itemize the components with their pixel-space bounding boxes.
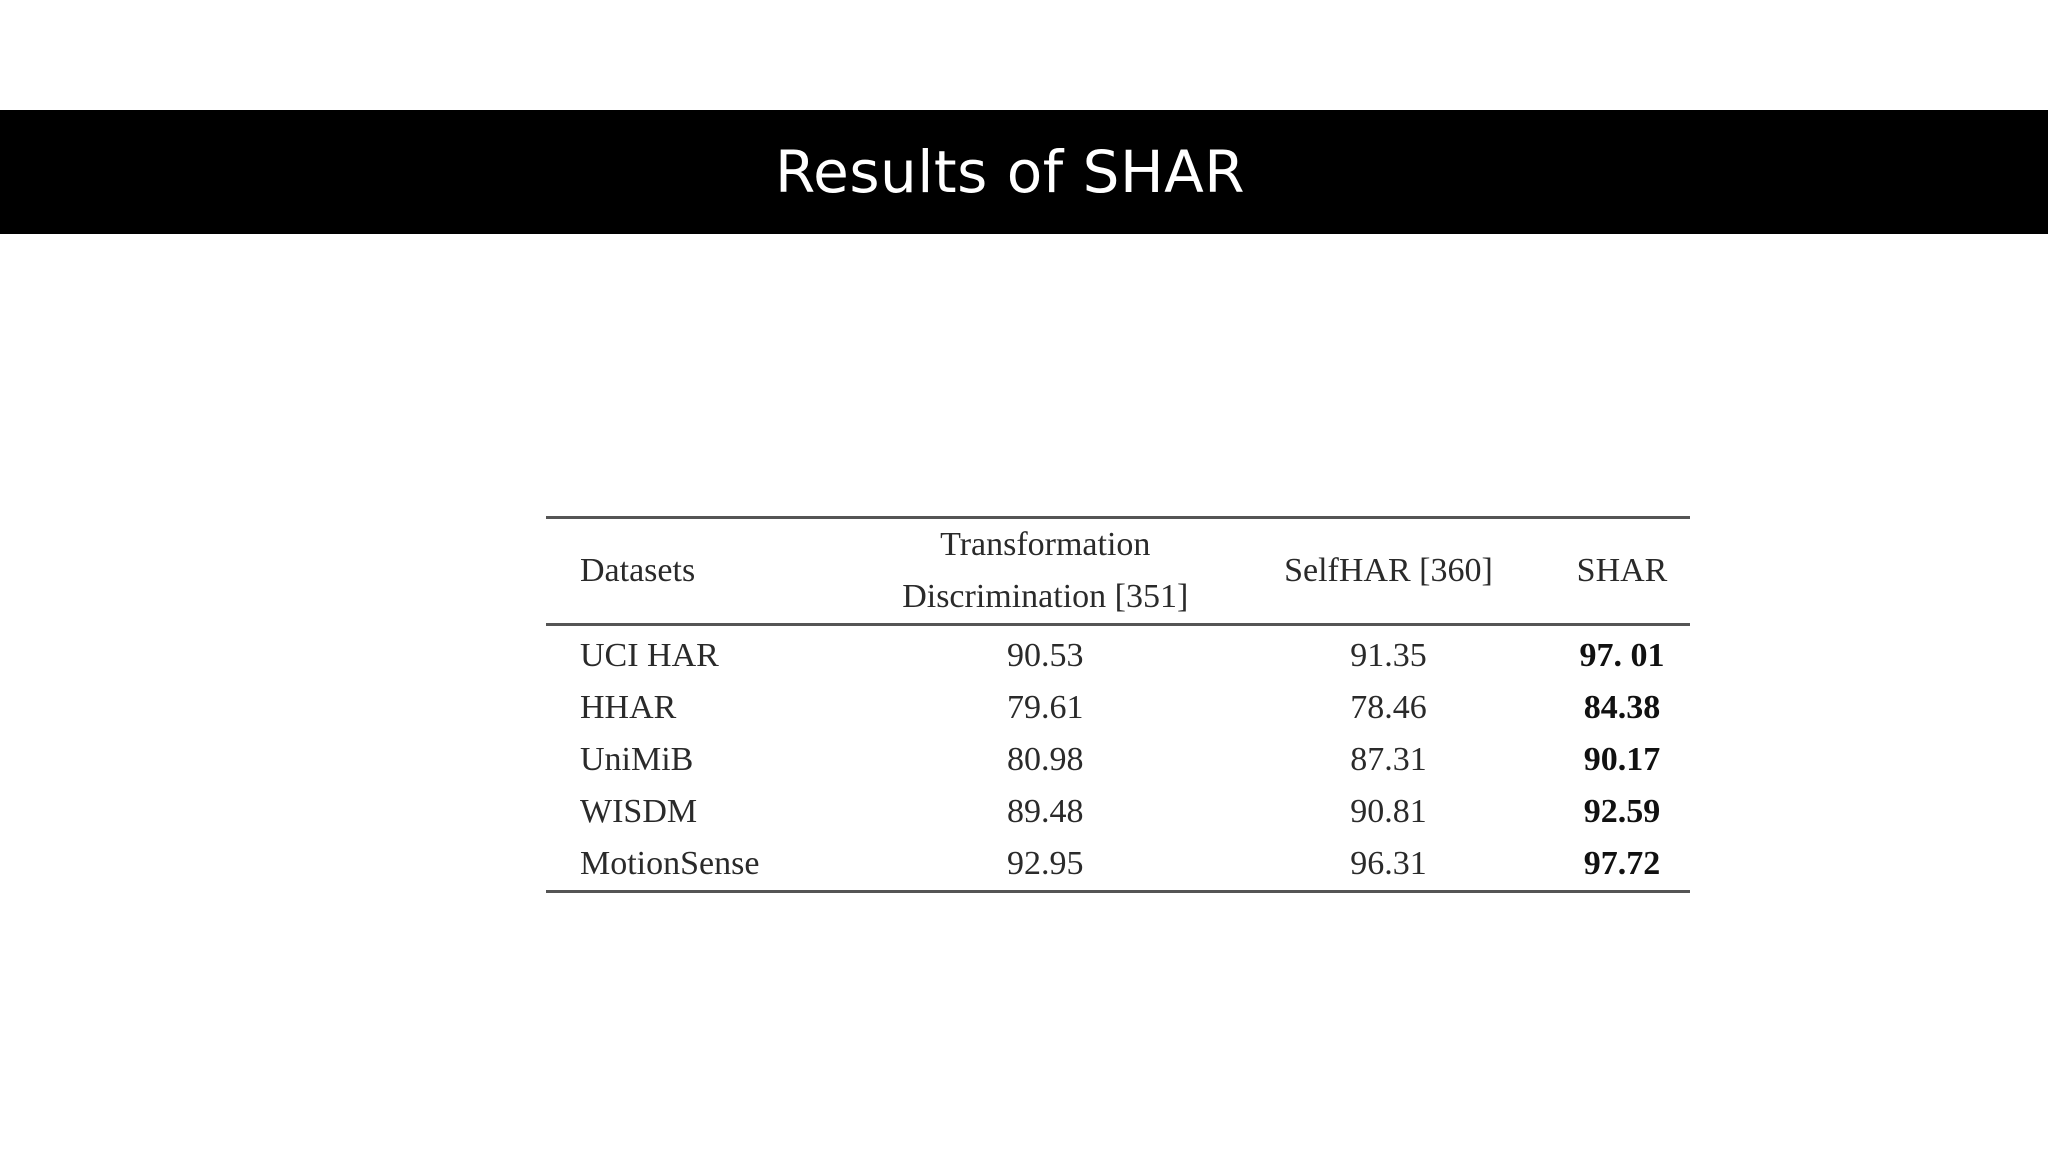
- cell-td: 92.95: [1007, 845, 1084, 882]
- header-shar: SHAR: [1576, 552, 1668, 589]
- cell-shar: 84.38: [1583, 689, 1661, 726]
- results-table-container: Datasets Transformation Discrimination […: [546, 516, 1690, 893]
- cell-selfhar: 78.46: [1350, 689, 1427, 726]
- table-header: Datasets Transformation Discrimination […: [546, 517, 1690, 625]
- header-td-line2: Discrimination [351]: [902, 578, 1189, 615]
- cell-td: 90.53: [1007, 637, 1084, 674]
- header-selfhar: SelfHAR [360]: [1284, 552, 1493, 589]
- header-row: Datasets Transformation Discrimination […: [546, 517, 1690, 625]
- header-transformation-discrimination: Transformation Discrimination [351]: [868, 518, 1223, 625]
- table-row: WISDM 89.48 90.81 92.59: [546, 786, 1690, 838]
- cell-shar: 90.17: [1583, 741, 1661, 778]
- table-body: UCI HAR 90.53 91.35 97. 01 HHAR 79.61 78…: [546, 625, 1690, 892]
- cell-selfhar: 87.31: [1350, 741, 1427, 778]
- cell-dataset: UCI HAR: [580, 637, 719, 674]
- cell-dataset: HHAR: [580, 689, 677, 726]
- cell-td: 80.98: [1007, 741, 1084, 778]
- cell-selfhar: 91.35: [1350, 637, 1427, 674]
- table-row: UCI HAR 90.53 91.35 97. 01: [546, 625, 1690, 683]
- cell-dataset: WISDM: [580, 793, 698, 830]
- cell-dataset: UniMiB: [580, 741, 694, 778]
- results-table: Datasets Transformation Discrimination […: [546, 516, 1690, 893]
- table-row: MotionSense 92.95 96.31 97.72: [546, 838, 1690, 892]
- table-row: HHAR 79.61 78.46 84.38: [546, 682, 1690, 734]
- cell-selfhar: 96.31: [1350, 845, 1427, 882]
- cell-selfhar: 90.81: [1350, 793, 1427, 830]
- title-bar: Results of SHAR: [0, 110, 2048, 234]
- cell-shar: 92.59: [1583, 793, 1661, 830]
- header-datasets: Datasets: [580, 552, 696, 589]
- slide-title: Results of SHAR: [774, 138, 1246, 206]
- cell-dataset: MotionSense: [580, 845, 760, 882]
- header-td-line1: Transformation: [940, 526, 1151, 563]
- table-row: UniMiB 80.98 87.31 90.17: [546, 734, 1690, 786]
- cell-shar: 97. 01: [1579, 637, 1665, 674]
- cell-shar: 97.72: [1583, 845, 1661, 882]
- cell-td: 79.61: [1007, 689, 1084, 726]
- cell-td: 89.48: [1007, 793, 1084, 830]
